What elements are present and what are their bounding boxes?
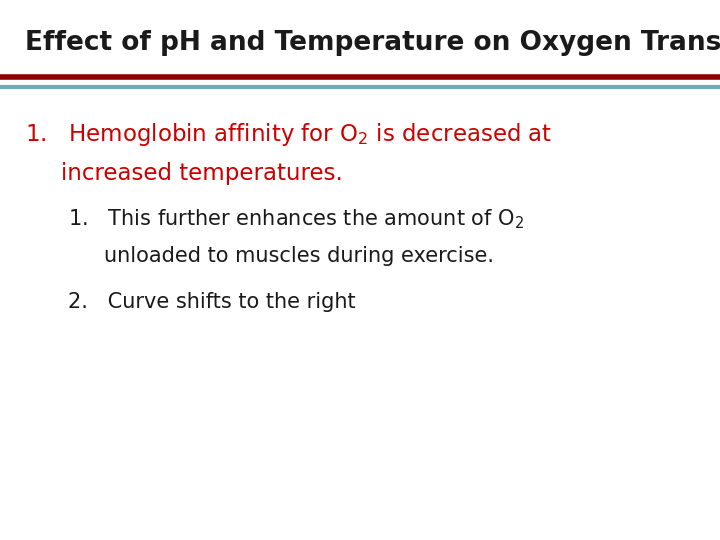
Text: 1.   Hemoglobin affinity for O$_2$ is decreased at: 1. Hemoglobin affinity for O$_2$ is decr… [25, 122, 552, 148]
Text: increased temperatures.: increased temperatures. [61, 162, 343, 185]
Text: 2.   Curve shifts to the right: 2. Curve shifts to the right [68, 292, 356, 312]
Text: unloaded to muscles during exercise.: unloaded to muscles during exercise. [104, 246, 495, 266]
Text: Effect of pH and Temperature on Oxygen Transport: Effect of pH and Temperature on Oxygen T… [25, 30, 720, 56]
Text: 1.   This further enhances the amount of O$_2$: 1. This further enhances the amount of O… [68, 208, 525, 232]
